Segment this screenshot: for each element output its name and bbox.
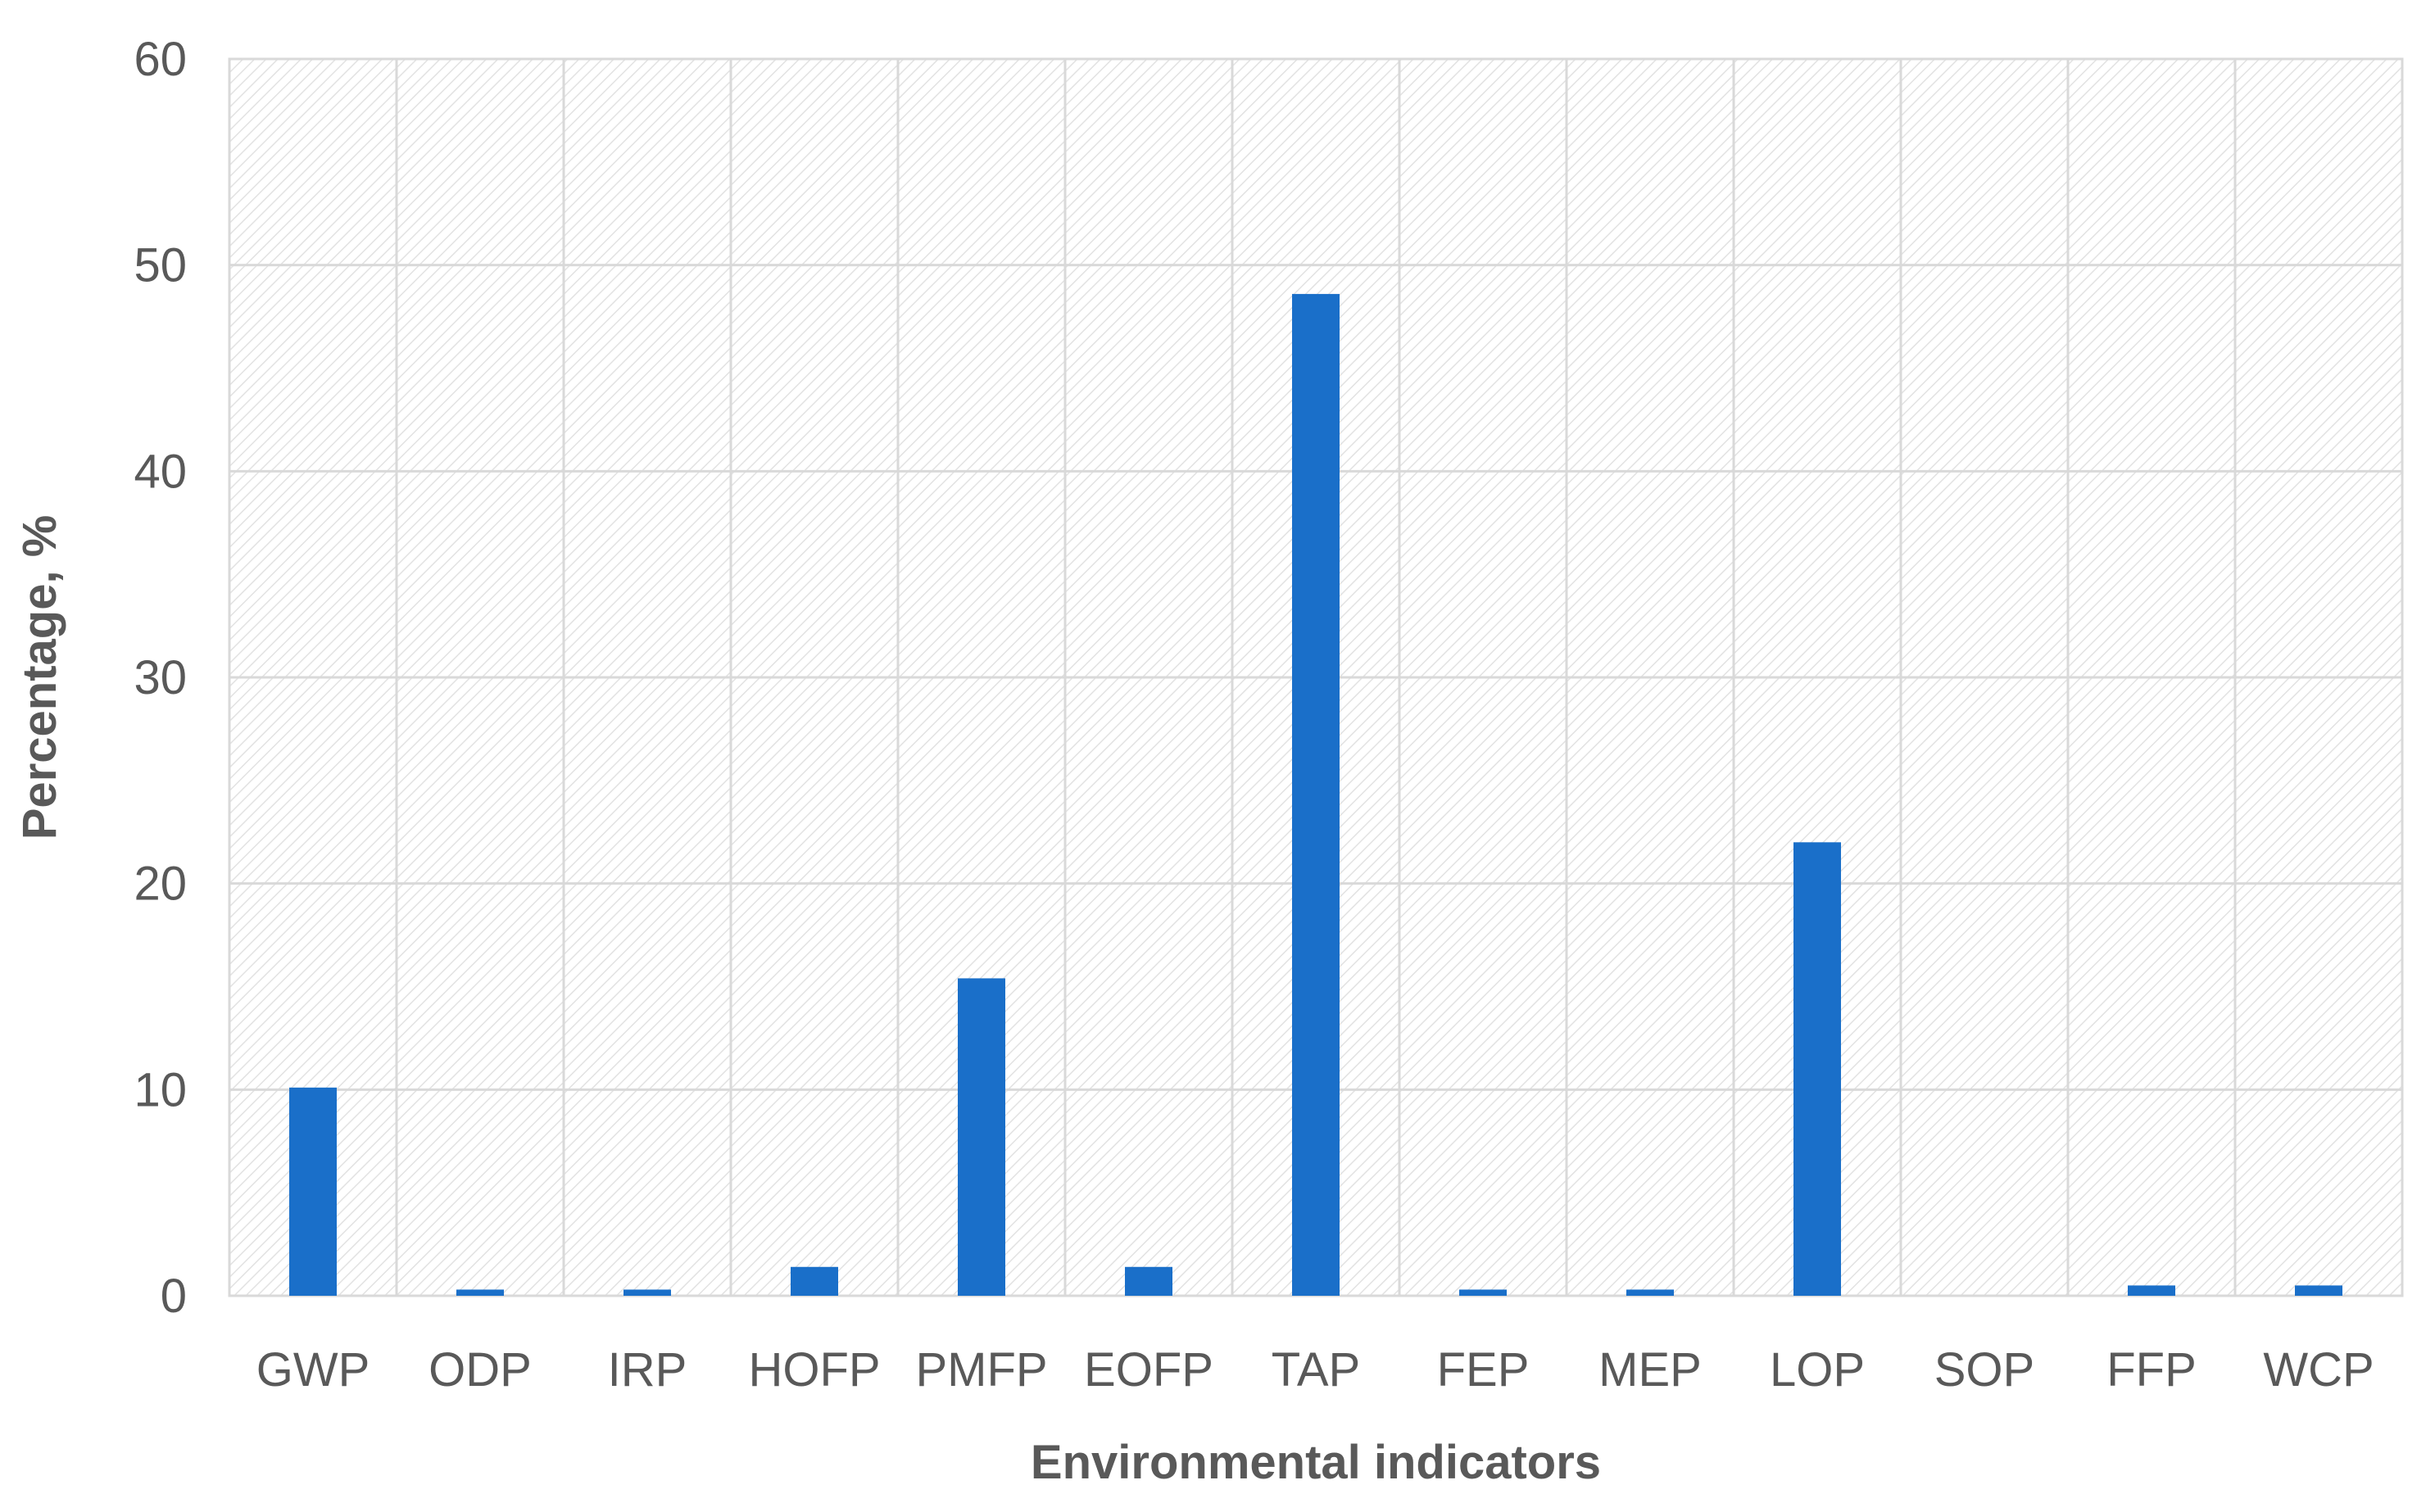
x-tick-label: PMFP — [915, 1343, 1047, 1397]
x-tick-label: HOFP — [748, 1343, 880, 1397]
x-tick-label: EOFP — [1084, 1343, 1213, 1397]
bar-irp — [623, 1289, 671, 1296]
bar-ffp — [2128, 1285, 2175, 1296]
x-tick-label: FEP — [1437, 1343, 1530, 1397]
bar-wcp — [2295, 1285, 2342, 1296]
x-tick-label: SOP — [1934, 1343, 2035, 1397]
bar-gwp — [289, 1087, 337, 1296]
y-tick-label: 0 — [161, 1270, 187, 1323]
bar-lop — [1793, 842, 1841, 1296]
x-tick-label: MEP — [1598, 1343, 1702, 1397]
y-axis-ticks: 0 10 20 30 40 50 60 — [134, 33, 187, 1323]
x-tick-label: TAP — [1272, 1343, 1361, 1397]
x-tick-label: ODP — [429, 1343, 532, 1397]
bar-odp — [456, 1289, 504, 1296]
y-tick-label: 50 — [134, 239, 187, 292]
y-tick-label: 30 — [134, 651, 187, 704]
bars — [289, 293, 2342, 1296]
bar-eofp — [1125, 1266, 1172, 1296]
gridlines — [228, 57, 2404, 1297]
y-axis-title: Percentage, % — [13, 515, 66, 840]
x-tick-label: WCP — [2263, 1343, 2374, 1397]
y-tick-label: 10 — [134, 1063, 187, 1116]
y-tick-label: 20 — [134, 858, 187, 911]
x-tick-label: IRP — [608, 1343, 687, 1397]
x-axis-ticks: GWP ODP IRP HOFP PMFP EOFP TAP FEP MEP LOP SOP FFP W… — [256, 1343, 2374, 1397]
y-tick-label: 60 — [134, 33, 187, 86]
x-tick-label: GWP — [256, 1343, 370, 1397]
bar-pmfp — [958, 978, 1005, 1296]
bar-fep — [1459, 1289, 1507, 1296]
y-tick-label: 40 — [134, 445, 187, 498]
bar-mep — [1626, 1289, 1674, 1296]
x-tick-label: LOP — [1770, 1343, 1865, 1397]
bar-hofp — [791, 1266, 838, 1296]
x-tick-label: FFP — [2106, 1343, 2197, 1397]
bar-tap — [1292, 293, 1340, 1296]
x-axis-title: Environmental indicators — [1031, 1436, 1601, 1489]
